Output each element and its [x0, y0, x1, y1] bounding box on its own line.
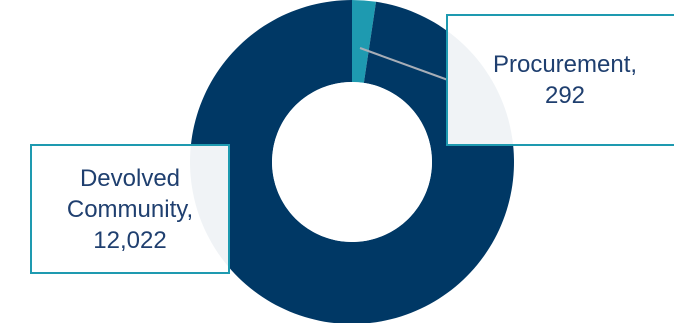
- procurement-callout: Procurement, 292: [446, 14, 674, 146]
- procurement-leader-line: [359, 47, 449, 81]
- slice-devolved-community: [190, 0, 514, 323]
- devolved-community-callout: Devolved Community, 12,022: [30, 144, 230, 274]
- devolved-community-label-line-1: Devolved: [79, 164, 181, 192]
- procurement-value: 292: [544, 82, 586, 109]
- devolved-community-label-line-2: Community,: [66, 195, 194, 223]
- devolved-community-value: 12,022: [93, 226, 167, 254]
- donut-slices: [190, 0, 514, 323]
- slice-procurement: [352, 0, 377, 83]
- donut-hole: [272, 82, 432, 242]
- procurement-label: Procurement,: [492, 51, 638, 78]
